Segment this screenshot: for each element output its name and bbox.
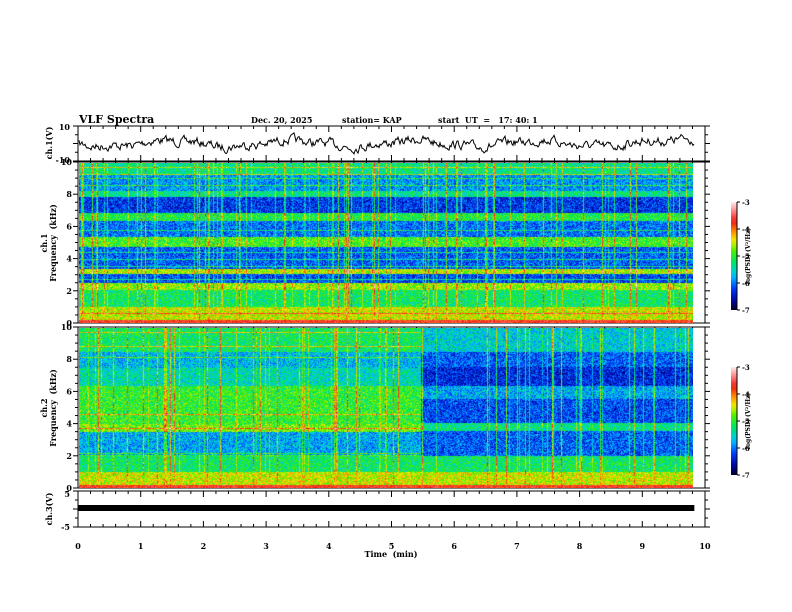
y-tick-label: 2 [66, 286, 72, 296]
ch1-freq-label: Frequency (kHz) [48, 204, 58, 282]
colorbar-label: log(PSD) (V²/Hz) [745, 393, 752, 450]
x-tick-label: 2 [201, 541, 207, 551]
ch1-waveform-panel: ch.1(V) 10 -10 [44, 122, 694, 165]
y-tick-label: 4 [66, 254, 72, 264]
ch2-spectrogram-image [79, 328, 693, 488]
x-axis-label: Time (min) [364, 549, 417, 559]
date-label: Dec. 20, 2025 [251, 115, 312, 125]
ch1-ylabel: ch.1(V) [44, 126, 54, 159]
ch3-waveform-panel: ch.3(V) 5 -5 [44, 489, 694, 532]
colorbar-tick-label: -7 [742, 471, 750, 480]
colorbar-gradient [731, 202, 737, 310]
x-tick-label: 4 [326, 541, 332, 551]
x-tick-label: 8 [577, 541, 583, 551]
x-tick-label: 0 [75, 541, 81, 551]
colorbar-tick-label: -7 [742, 306, 750, 315]
x-tick-label: 9 [640, 541, 646, 551]
x-tick-label: 6 [451, 541, 457, 551]
ch3-ytick-top: 5 [64, 489, 70, 499]
y-tick-label: 6 [66, 386, 72, 396]
y-tick-label: 4 [66, 419, 72, 429]
ch1-waveform-line [79, 133, 694, 154]
figure-title: VLF Spectra [78, 113, 154, 126]
y-tick-label: 10 [61, 157, 73, 167]
x-tick-label: 3 [263, 541, 269, 551]
x-tick-label: 7 [514, 541, 520, 551]
ch1-ytick-top: 10 [59, 122, 71, 132]
y-tick-label: 6 [66, 221, 72, 231]
y-tick-label: 8 [66, 354, 72, 364]
ch3-ylabel: ch.3(V) [44, 492, 54, 525]
colorbar-label: log(PSD) (V²/Hz) [745, 228, 752, 285]
x-tick-label: 10 [699, 541, 711, 551]
ch3-ytick-bottom: -5 [61, 522, 70, 532]
colorbar-gradient [731, 367, 737, 475]
station-label: station= KAP [342, 115, 402, 125]
x-tick-label: 1 [138, 541, 144, 551]
ch1-spectrogram-image [79, 163, 693, 323]
y-tick-label: 10 [61, 322, 73, 332]
colorbar-tick-label: -3 [742, 198, 750, 207]
colorbar-tick-label: -3 [742, 363, 750, 372]
start-time-label: start UT = 17: 40: 1 [438, 115, 538, 125]
y-tick-label: 8 [66, 189, 72, 199]
ch3-signal-trace [78, 505, 694, 511]
y-tick-label: 2 [66, 451, 72, 461]
ch2-freq-label: Frequency (kHz) [48, 369, 58, 447]
